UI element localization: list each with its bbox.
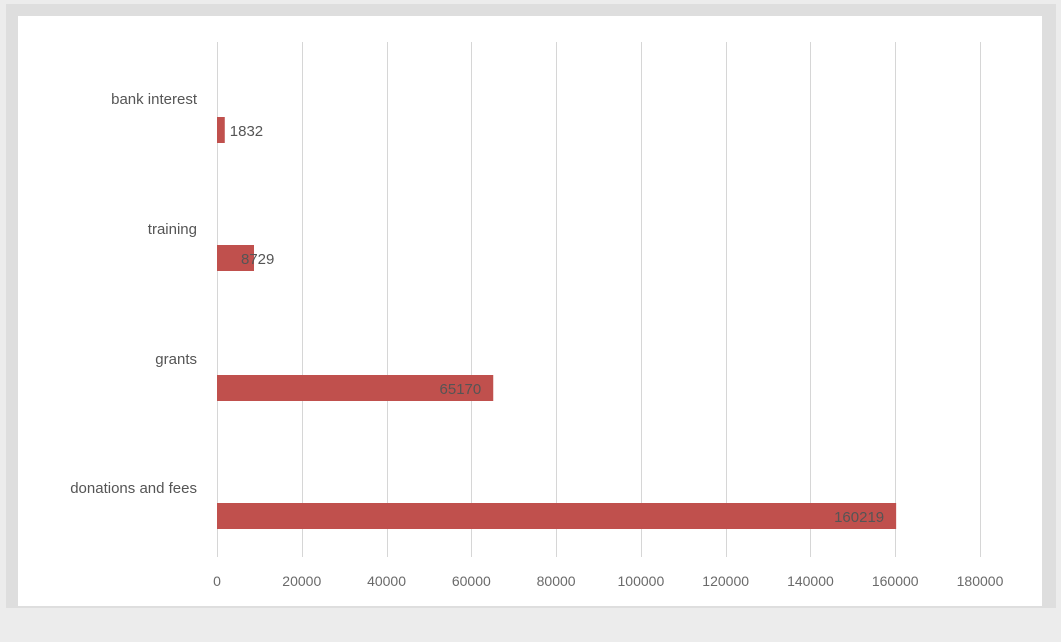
x-tick-label: 140000 [787,573,834,589]
x-tick-label: 120000 [702,573,749,589]
category-label-layer: bank interest training grants donations and… [70,91,198,497]
x-tick-label: 60000 [452,573,491,589]
x-tick-label: 180000 [957,573,1004,589]
x-tick-label: 40000 [367,573,406,589]
grid-layer [217,42,981,557]
bar [217,117,225,143]
bar [217,503,897,529]
data-label: 8729 [241,251,274,268]
x-tick-label: 80000 [537,573,576,589]
bar [217,375,494,401]
data-label: 160219 [834,509,884,526]
category-label: donations and fees [70,480,197,497]
bar [217,245,255,271]
x-tick-label: 0 [213,573,221,589]
category-label: grants [155,351,197,368]
data-label-layer: 1832 8729 65170 160219 [230,123,884,526]
bar-layer [217,117,897,529]
data-label: 65170 [440,381,482,398]
x-tick-label: 100000 [618,573,665,589]
x-tick-label: 20000 [282,573,321,589]
data-label: 1832 [230,123,263,140]
x-tick-label: 160000 [872,573,919,589]
tick-label-layer: 0 20000 40000 60000 80000 100000 120000 140000 1… [213,573,1003,589]
category-label: training [148,221,197,238]
category-label: bank interest [111,91,198,108]
